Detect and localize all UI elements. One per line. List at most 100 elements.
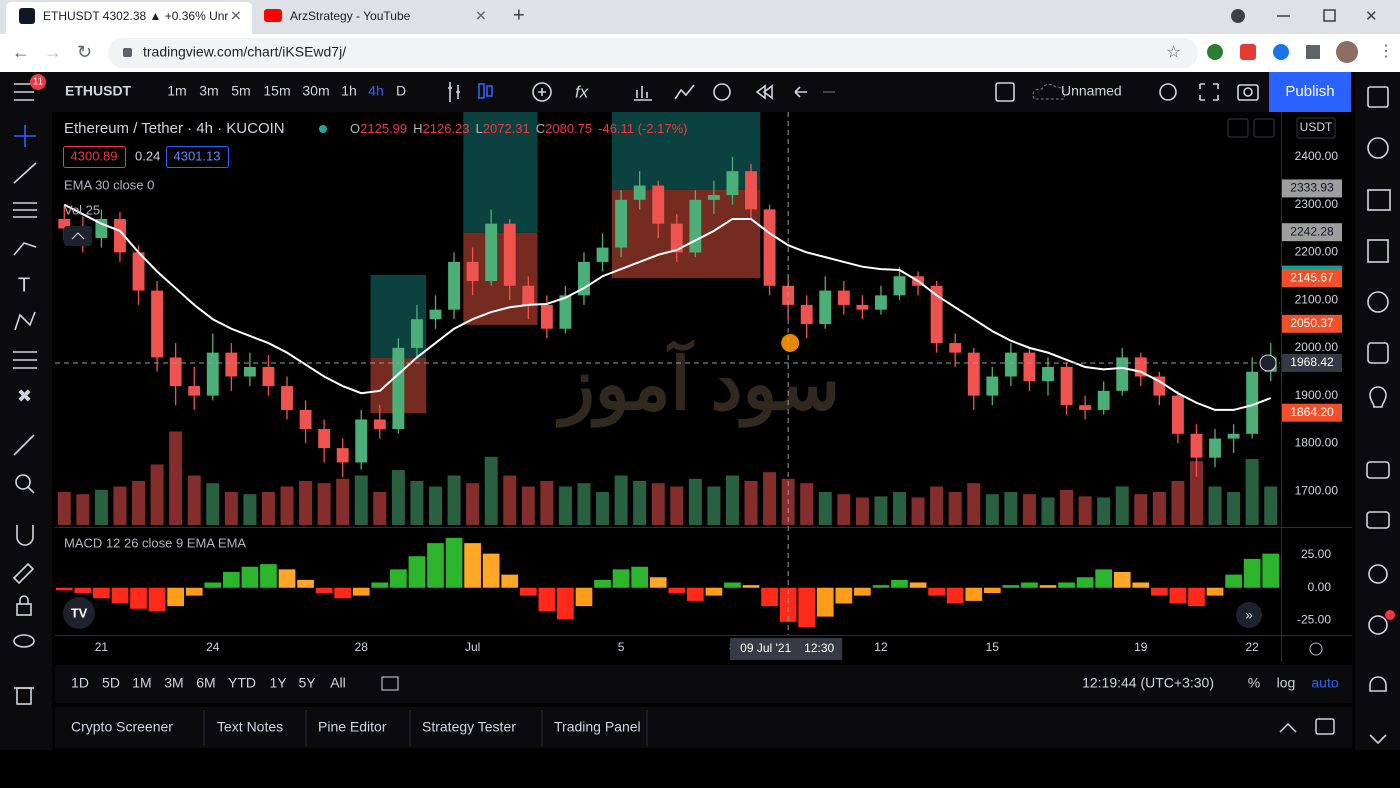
publish-label[interactable]: Publish	[1285, 83, 1334, 100]
scale-toggle[interactable]: auto	[1311, 675, 1338, 691]
price-axis	[1282, 112, 1352, 662]
candle-body	[949, 343, 962, 353]
maximize-panel[interactable]	[1315, 718, 1335, 735]
volume-bar	[558, 486, 572, 525]
interval[interactable]: D	[396, 83, 406, 99]
bottom-tab[interactable]: Trading Panel	[554, 719, 641, 735]
back[interactable]: ←	[12, 42, 30, 62]
interval[interactable]: 4h	[368, 83, 384, 99]
volume-bar	[874, 496, 888, 525]
extensions[interactable]	[1306, 45, 1320, 59]
goto-date[interactable]	[381, 676, 399, 691]
drawing-tools[interactable]: T ✖	[12, 125, 37, 705]
y-tick-label: 2400.00	[1295, 149, 1339, 163]
url[interactable]: tradingview.com/chart/iKSEwd7j/	[143, 44, 346, 60]
collapse-legend[interactable]	[64, 226, 92, 246]
active-tab[interactable]	[6, 2, 252, 34]
tv-logo[interactable]	[63, 597, 95, 629]
avatar[interactable]	[1336, 41, 1358, 63]
candle-body	[1171, 395, 1184, 434]
macd-bar	[204, 582, 222, 588]
macd-bar	[241, 566, 259, 588]
scale-toggle[interactable]: log	[1277, 675, 1296, 691]
range-button[interactable]: 1Y	[269, 675, 287, 691]
ohlc-key: H	[413, 121, 422, 136]
bottom-tab[interactable]: Pine Editor	[318, 719, 387, 735]
macd-bar	[297, 579, 314, 588]
layout-name[interactable]: Unnamed	[1061, 83, 1122, 99]
sidebar-icons[interactable]	[1366, 86, 1391, 745]
symbol[interactable]: ETHUSDT	[65, 83, 132, 99]
change: -46.11 (-2.17%)	[598, 121, 687, 136]
candle-body	[392, 347, 405, 430]
macd-bar	[724, 582, 741, 588]
ask[interactable]: 4301.13	[174, 148, 221, 163]
candle-body	[1042, 366, 1054, 382]
tab-title[interactable]: ETHUSDT 4302.38 ▲ +0.36% Unr	[43, 9, 228, 23]
scale-toggle[interactable]: %	[1248, 675, 1260, 691]
macd-bar	[501, 574, 519, 588]
interval[interactable]: 1h	[341, 83, 357, 99]
interval[interactable]: 3m	[199, 83, 218, 99]
new-tab[interactable]: +	[513, 4, 525, 26]
currency[interactable]: USDT	[1300, 120, 1333, 134]
range-button[interactable]: 5D	[102, 675, 120, 691]
macd-bar	[111, 587, 129, 604]
candle-body	[58, 218, 71, 229]
crosshair-time-badge	[730, 638, 843, 660]
yt-favicon	[264, 9, 282, 22]
macd-bar	[1095, 569, 1113, 588]
fit-button[interactable]	[1253, 118, 1275, 138]
range-button[interactable]: 1D	[71, 675, 89, 691]
range-button[interactable]: 6M	[196, 675, 215, 691]
candle-body	[726, 171, 739, 196]
left-toolbar	[0, 112, 52, 752]
ask-box[interactable]	[166, 146, 229, 168]
omnibox[interactable]	[108, 38, 1198, 68]
range-button[interactable]: 1M	[132, 675, 151, 691]
cursor-dot	[781, 333, 800, 352]
expand-panel[interactable]	[1279, 722, 1297, 733]
add-alert[interactable]	[1259, 354, 1277, 372]
interval[interactable]: 5m	[231, 83, 250, 99]
scroll-right[interactable]	[1236, 602, 1262, 628]
candle-body	[633, 185, 646, 200]
extension[interactable]	[1240, 44, 1256, 60]
maximize[interactable]	[1323, 9, 1336, 22]
settings[interactable]	[1309, 642, 1323, 656]
bid[interactable]: 4300.89	[71, 148, 118, 163]
tab-title[interactable]: ArzStrategy - YouTube	[290, 9, 411, 23]
extension[interactable]	[1207, 44, 1223, 60]
bottom-tab[interactable]: Crypto Screener	[71, 719, 173, 735]
scroll-right-icon: »	[1245, 607, 1253, 623]
macd-bar	[1243, 558, 1261, 588]
range-button[interactable]: 3M	[164, 675, 183, 691]
range-button[interactable]: YTD	[228, 675, 256, 691]
tab-close[interactable]: ✕	[230, 8, 242, 24]
bottom-tab[interactable]: Strategy Tester	[422, 719, 516, 735]
toolbar-icons[interactable]: fx	[448, 82, 1259, 102]
scroll-down[interactable]	[1227, 118, 1249, 138]
candle-body	[1116, 357, 1129, 391]
extension[interactable]	[1273, 44, 1289, 60]
interval[interactable]: 30m	[302, 83, 329, 99]
macd-legend: MACD 12 26 close 9 EMA EMA	[64, 535, 246, 550]
range-button[interactable]: All	[330, 675, 346, 691]
publish-button[interactable]	[1269, 72, 1351, 112]
currency-box[interactable]	[1296, 117, 1336, 139]
reload[interactable]: ↻	[77, 42, 92, 62]
interval[interactable]: 1m	[167, 83, 186, 99]
bookmark[interactable]: ☆	[1166, 42, 1181, 61]
bottom-tab[interactable]: Text Notes	[217, 719, 283, 735]
close[interactable]: ✕	[1365, 8, 1378, 25]
bid-box[interactable]	[63, 146, 126, 168]
menu[interactable]: ⋮	[1378, 43, 1394, 60]
clock[interactable]: 12:19:44 (UTC+3:30)	[1082, 675, 1214, 691]
interval[interactable]: 15m	[263, 83, 290, 99]
tab-close[interactable]: ✕	[475, 8, 487, 24]
forward[interactable]: →	[44, 42, 62, 62]
volume-bar	[744, 481, 758, 525]
profile-menu[interactable]	[1231, 9, 1245, 23]
volume-bar	[391, 470, 405, 525]
range-button[interactable]: 5Y	[298, 675, 316, 691]
